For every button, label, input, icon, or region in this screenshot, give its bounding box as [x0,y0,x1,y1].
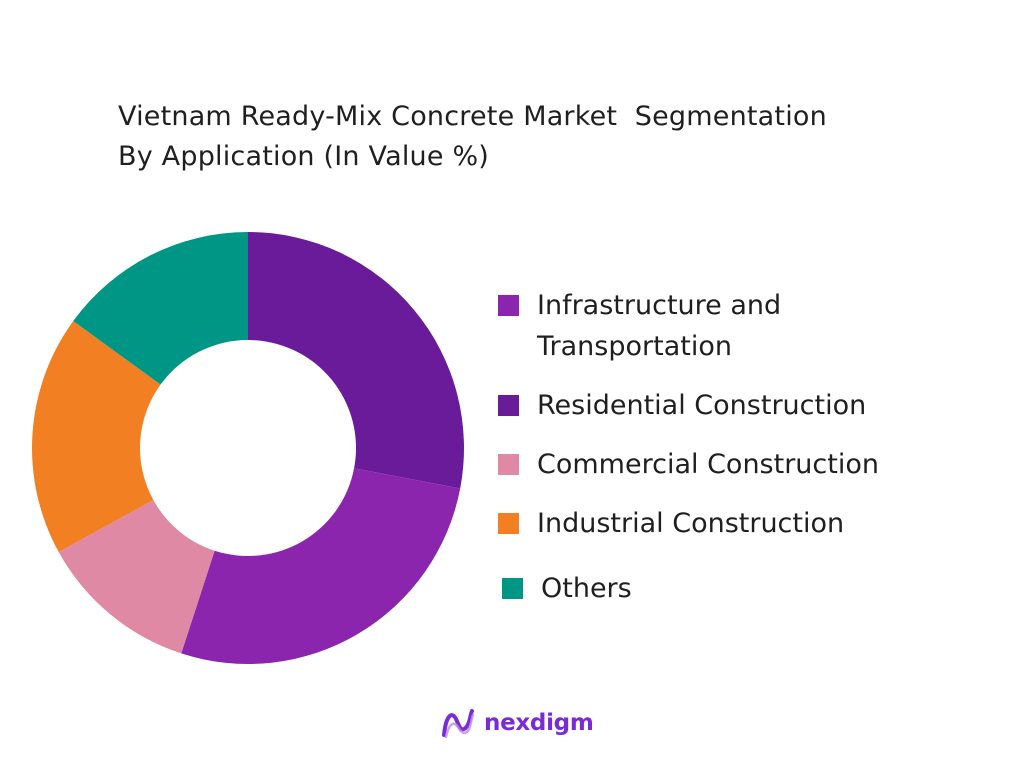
legend-item-residential: Residential Construction [498,385,866,426]
legend-swatch-others [502,578,523,599]
legend-label-infrastructure: Infrastructure and Transportation [537,285,781,367]
donut-slice-residential [248,232,464,489]
donut-chart [32,232,464,664]
legend-item-infrastructure: Infrastructure and Transportation [498,285,781,367]
donut-slice-others [73,232,249,385]
nexdigm-logo-text: nexdigm [484,710,594,736]
legend-label-others: Others [541,573,632,604]
legend-label-infrastructure-line-2: Transportation [537,331,732,362]
legend-swatch-infrastructure [498,295,519,316]
chart-title-line-2: By Application (In Value %) [118,141,490,172]
legend-swatch-industrial [498,513,519,534]
legend-item-others: Others [502,568,632,609]
nexdigm-logo: nexdigm [440,705,594,741]
legend-item-industrial: Industrial Construction [498,503,844,544]
chart-title-line-1: Vietnam Ready-Mix Concrete Market Segmen… [118,101,827,132]
legend-item-commercial: Commercial Construction [498,444,879,485]
legend-label-residential: Residential Construction [537,390,867,421]
legend-label-industrial: Industrial Construction [537,508,845,539]
donut-slice-industrial [32,321,161,553]
donut-slice-infrastructure [181,468,461,664]
chart-title: Vietnam Ready-Mix Concrete Market Segmen… [118,97,938,177]
nexdigm-logo-icon [442,709,475,739]
legend-swatch-commercial [498,454,519,475]
legend-label-commercial: Commercial Construction [537,449,879,480]
donut-slice-commercial [58,500,215,654]
legend-swatch-residential [498,395,519,416]
legend-label-infrastructure-line-1: Infrastructure and [537,290,782,321]
